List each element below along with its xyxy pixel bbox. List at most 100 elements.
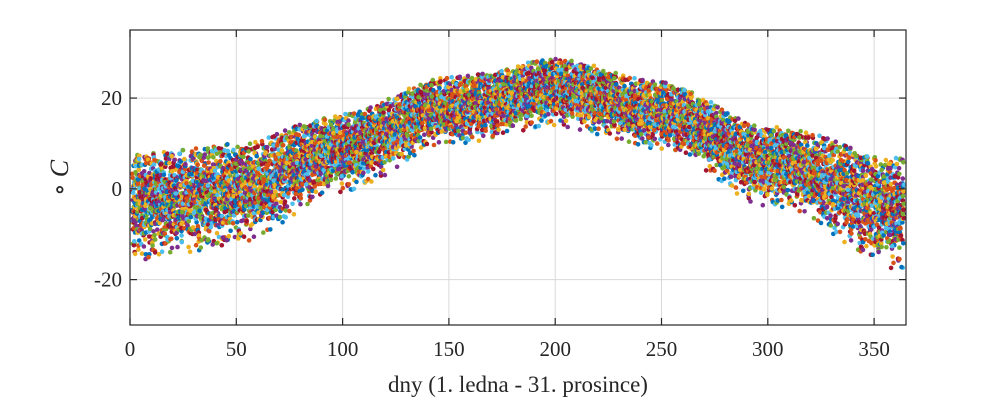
data-point (284, 204, 290, 209)
data-point (246, 149, 251, 154)
data-point (264, 144, 270, 150)
data-point (456, 128, 461, 134)
data-point (132, 239, 137, 244)
data-point (328, 122, 334, 127)
data-point (211, 155, 216, 160)
data-point (133, 169, 138, 175)
data-point (476, 138, 482, 144)
data-point (328, 177, 334, 183)
data-point (235, 144, 240, 150)
data-point (179, 239, 185, 245)
data-point (346, 174, 352, 179)
data-point (188, 214, 194, 220)
data-point (156, 252, 162, 257)
data-point (444, 75, 450, 81)
data-point (141, 244, 147, 249)
data-point (183, 161, 188, 167)
data-point (205, 237, 211, 243)
data-point (151, 229, 156, 234)
data-point (293, 191, 299, 197)
data-point (195, 162, 200, 167)
data-point (186, 219, 192, 224)
data-point (136, 247, 141, 252)
data-point (131, 242, 137, 248)
data-point (205, 183, 211, 188)
data-point (428, 126, 434, 132)
data-point (136, 156, 142, 162)
data-point (412, 153, 417, 158)
data-point (175, 244, 180, 250)
data-point (305, 171, 310, 177)
data-point (210, 242, 215, 247)
data-point (346, 182, 352, 187)
data-point (394, 164, 400, 170)
data-point (234, 219, 240, 225)
data-point (339, 173, 344, 179)
data-point (238, 231, 243, 236)
data-point (369, 160, 374, 165)
data-point (179, 233, 184, 238)
data-point (165, 151, 170, 156)
data-point (373, 172, 378, 178)
data-point (350, 170, 355, 175)
data-point (182, 156, 187, 162)
data-point (174, 236, 180, 241)
data-point (369, 179, 374, 184)
data-point (365, 169, 371, 174)
data-point (169, 153, 174, 159)
data-point (481, 133, 486, 139)
data-point (371, 166, 376, 172)
data-point (318, 133, 323, 139)
data-point (259, 138, 265, 144)
data-point (437, 85, 442, 91)
data-point (247, 141, 253, 146)
data-point (246, 238, 252, 243)
data-point (167, 160, 172, 166)
data-point (139, 251, 145, 256)
data-point (233, 161, 239, 166)
data-point (225, 142, 230, 147)
data-point (384, 101, 390, 107)
data-point (292, 196, 297, 201)
data-point (213, 207, 219, 212)
data-point (159, 249, 165, 254)
data-point (167, 249, 173, 255)
data-point (300, 187, 305, 192)
data-point (286, 191, 291, 196)
data-point (466, 137, 471, 143)
data-point (291, 212, 297, 217)
data-point (177, 151, 182, 156)
data-point (158, 162, 164, 167)
data-point (333, 176, 339, 181)
data-point (465, 73, 471, 79)
data-point (318, 171, 324, 176)
data-point (133, 163, 139, 169)
data-point (130, 190, 136, 196)
data-point (147, 170, 152, 176)
data-point (226, 233, 232, 239)
data-point (382, 172, 388, 178)
data-point (230, 221, 236, 226)
data-point (480, 71, 485, 77)
data-point (172, 157, 177, 163)
data-point (338, 189, 343, 195)
data-point (148, 176, 153, 181)
data-point (314, 118, 319, 124)
data-point (143, 160, 149, 166)
data-point (244, 218, 249, 224)
data-point (351, 186, 357, 192)
data-point (457, 74, 463, 80)
data-point (157, 220, 162, 226)
data-point (411, 148, 416, 154)
data-point (297, 122, 303, 128)
data-point (231, 147, 236, 153)
data-point (287, 208, 292, 214)
data-point (325, 183, 331, 189)
data-point (280, 220, 285, 225)
data-point (224, 238, 229, 243)
chart-points (129, 56, 907, 271)
data-point (180, 147, 186, 153)
data-point (150, 243, 155, 248)
data-point (354, 179, 359, 185)
